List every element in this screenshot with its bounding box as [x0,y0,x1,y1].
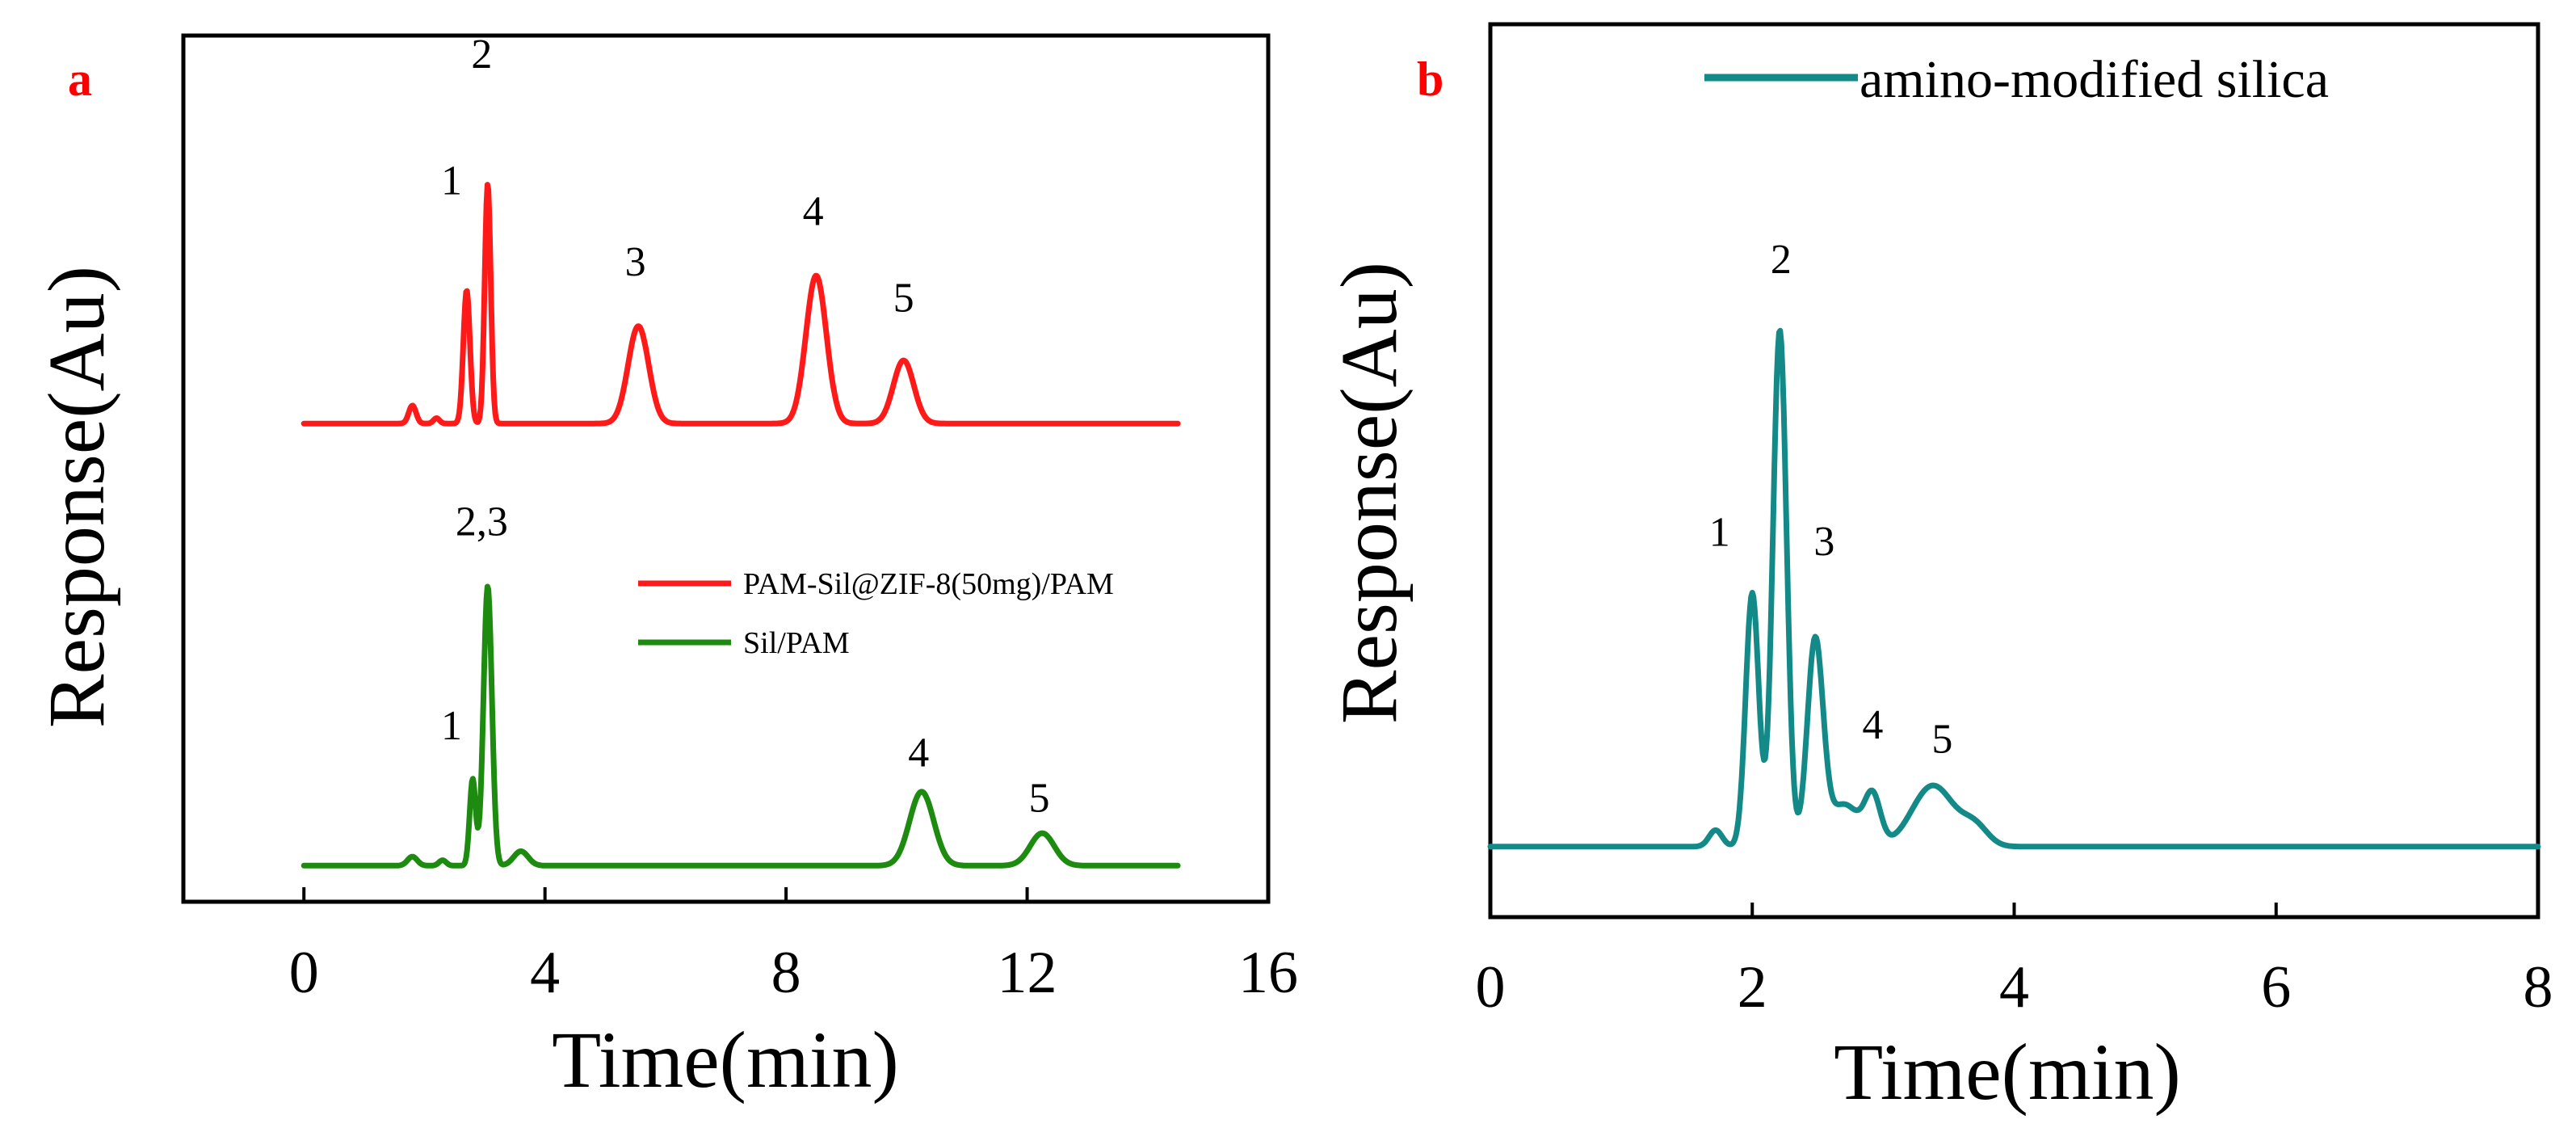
panel-b-x-ticks: 0 2 4 6 8 [1476,903,2553,1021]
panel-b-series [1487,327,2541,850]
peak-label: 2 [471,32,492,78]
series-line-teal [1487,327,2541,850]
panel-b-frame [1488,22,2540,920]
x-tick-label: 4 [1999,954,2029,1021]
peak-label: 1 [1709,510,1730,556]
x-tick-label: 4 [530,940,560,1006]
legend-label-sil-pam: Sil/PAM [743,626,850,660]
peak-label: 5 [1931,716,1952,762]
peak-label: 2 [1771,237,1792,283]
panel-b: b 0 2 4 6 8 1 2 3 4 5 Time(min) Response(Au) ami… [1324,22,2553,1117]
x-tick-label: 6 [2261,954,2291,1021]
legend-label-pam-sil-zif8: PAM-Sil@ZIF-8(50mg)/PAM [743,567,1114,601]
panel-a-peak-labels: 1 2 3 4 5 2,3 1 4 5 [441,32,1049,821]
x-tick-label: 0 [289,940,319,1006]
panel-a-legend: PAM-Sil@ZIF-8(50mg)/PAM Sil/PAM [638,567,1114,660]
panel-b-legend: amino-modified silica [1704,50,2329,109]
panel-a-y-axis-title: Response(Au) [32,266,121,728]
panel-b-letter: b [1417,53,1443,106]
panel-a-x-ticks: 0 4 8 12 16 [289,887,1298,1006]
peak-label: 3 [1813,519,1834,565]
peak-label: 4 [1862,702,1883,748]
series-line-green [300,583,1181,869]
peak-label: 1 [441,158,462,204]
peak-label: 5 [893,276,914,322]
peak-label: 4 [908,730,929,777]
panel-a-letter: a [68,53,92,106]
peak-label: 5 [1028,775,1049,821]
peak-label: 1 [441,703,462,749]
peak-label: 2,3 [456,499,508,545]
x-tick-label: 8 [2523,954,2553,1021]
legend-label-amino-modified-silica: amino-modified silica [1860,50,2329,109]
panel-b-x-axis-title: Time(min) [1834,1027,2181,1117]
x-tick-label: 12 [998,940,1057,1006]
x-tick-label: 8 [771,940,801,1006]
x-tick-label: 0 [1476,954,1506,1021]
panel-a-series [300,182,1181,869]
panel-b-peak-labels: 1 2 3 4 5 [1709,237,1953,762]
panel-a-x-axis-title: Time(min) [552,1015,899,1105]
panel-a-frame [181,33,1271,904]
peak-label: 3 [625,239,646,285]
x-tick-label: 2 [1738,954,1767,1021]
panel-b-y-axis-title: Response(Au) [1324,262,1414,724]
x-tick-label: 16 [1238,940,1298,1006]
peak-label: 4 [803,189,824,235]
series-line-red [300,182,1181,427]
